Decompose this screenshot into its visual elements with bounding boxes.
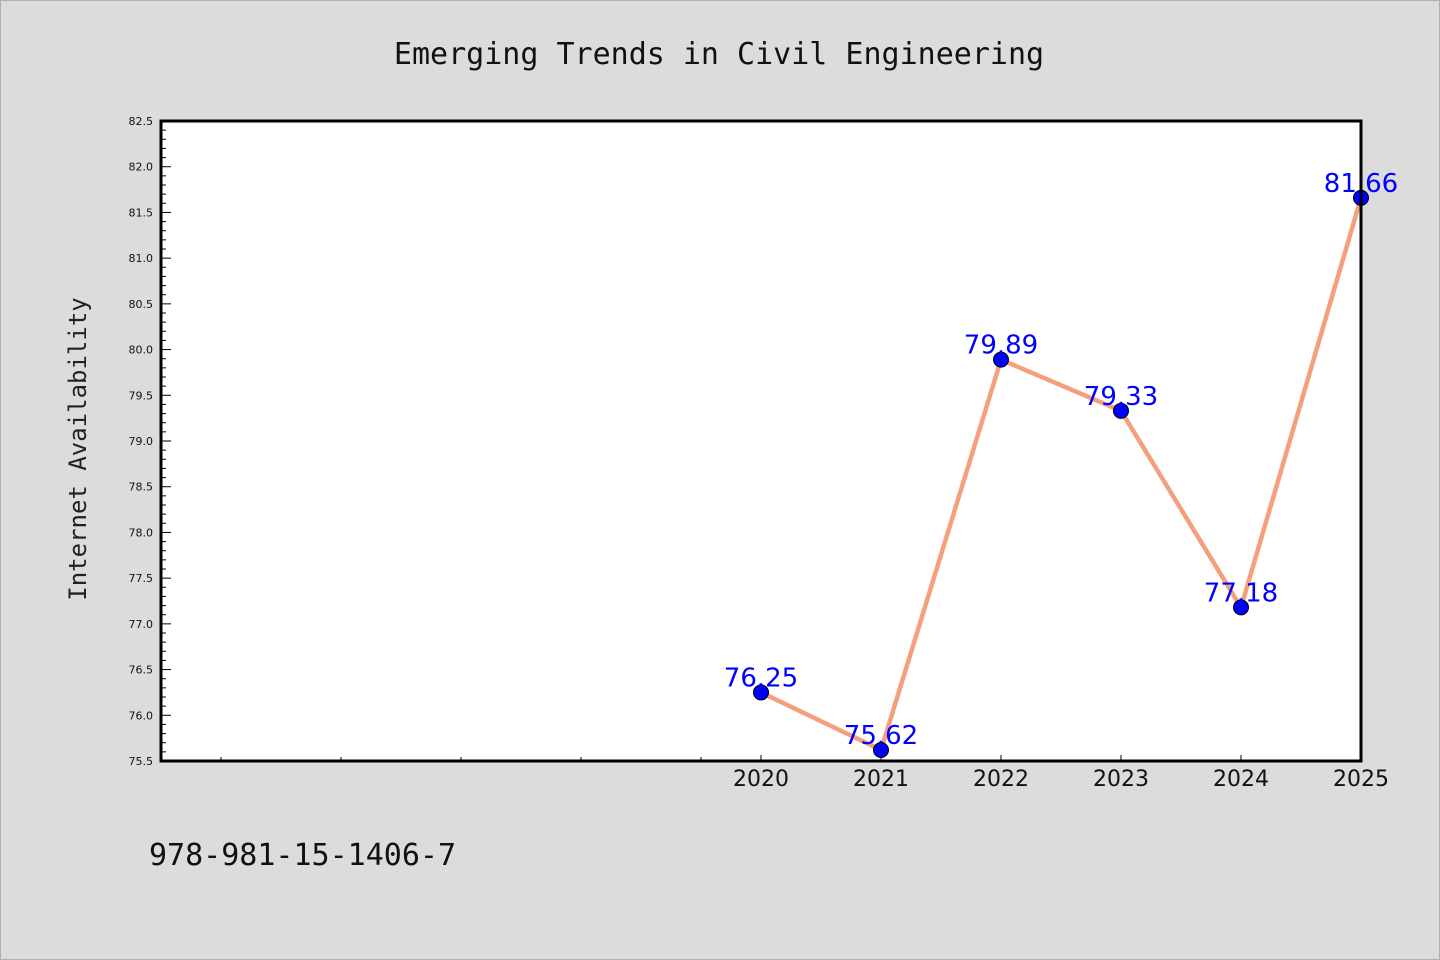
y-axis-label: Internet Availability [64, 297, 92, 600]
data-label: 76.25 [724, 663, 798, 693]
plot-frame [159, 119, 1363, 763]
y-tick-label: 79.0 [129, 435, 154, 448]
footer-code: 978-981-15-1406-7 [149, 838, 456, 873]
y-axis: 75.5 76.0 76.5 77.0 77.5 78.0 78.5 79.0 79.5 80.0… [129, 115, 171, 768]
y-tick-label: 75.5 [129, 755, 154, 768]
data-point [1233, 599, 1249, 616]
x-tick-label: 2025 [1333, 767, 1389, 792]
y-tick-label: 81.5 [129, 206, 154, 219]
x-tick-label: 2024 [1213, 767, 1269, 792]
y-tick-label: 80.5 [129, 298, 154, 311]
data-point [1113, 402, 1129, 419]
plot-area [161, 121, 1361, 761]
y-tick-label: 76.5 [129, 664, 154, 677]
chart-title: Emerging Trends in Civil Engineering [394, 37, 1044, 72]
y-tick-label: 76.0 [129, 709, 154, 722]
y-tick-label: 82.0 [129, 161, 154, 174]
x-tick-label: 2021 [853, 767, 909, 792]
x-tick-label: 2020 [733, 767, 789, 792]
series-line [758, 195, 1364, 753]
y-tick-label: 80.0 [129, 344, 154, 357]
y-tick-label: 77.5 [129, 572, 154, 585]
y-tick-label: 78.5 [129, 481, 154, 494]
x-tick-label: 2023 [1093, 767, 1149, 792]
x-tick-label: 2022 [973, 767, 1029, 792]
data-point [753, 684, 769, 701]
data-point [993, 351, 1009, 368]
y-tick-label: 77.0 [129, 618, 154, 631]
y-tick-label: 78.0 [129, 526, 154, 539]
data-label: 79.89 [964, 331, 1038, 361]
data-point [873, 742, 889, 759]
data-label: 77.18 [1204, 578, 1278, 608]
y-tick-label: 82.5 [129, 115, 154, 128]
x-axis: 2020 2021 2022 2023 2024 2025 [220, 755, 1389, 792]
data-label: 79.33 [1084, 382, 1158, 412]
y-tick-label: 81.0 [129, 252, 154, 265]
data-label: 75.62 [844, 721, 918, 751]
y-tick-label: 79.5 [129, 389, 154, 402]
